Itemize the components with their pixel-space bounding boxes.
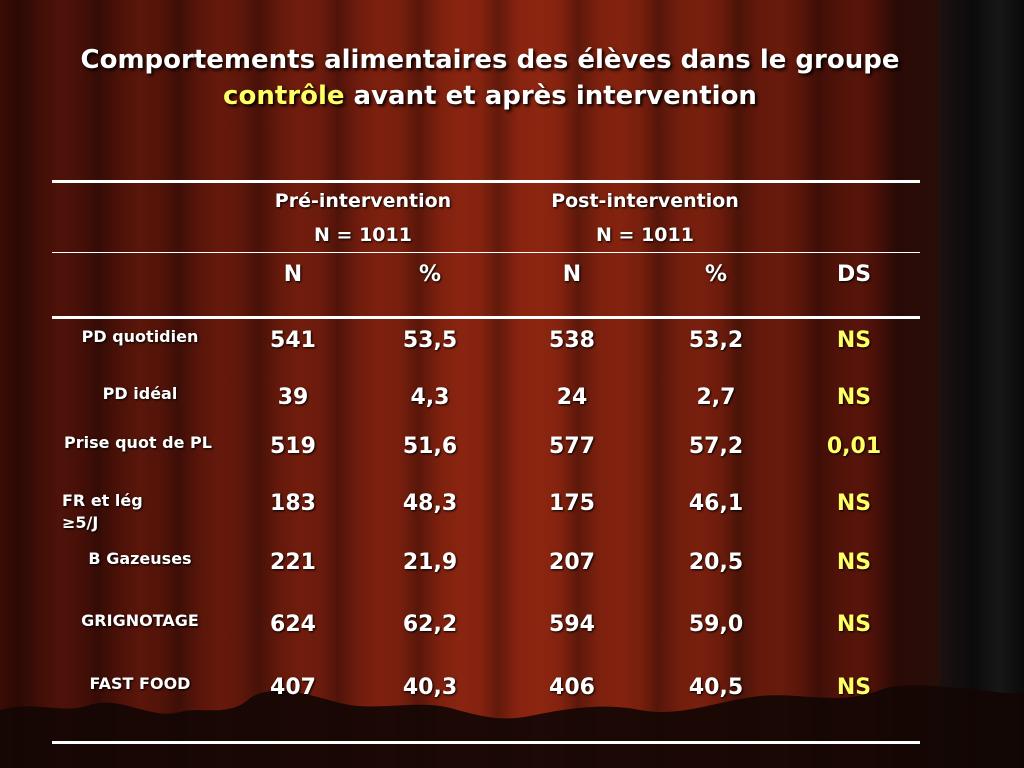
cell-n-pre: 519 <box>270 434 316 459</box>
cell-pct-pre: 40,3 <box>402 675 458 700</box>
cell-pct-post: 59,0 <box>688 612 744 637</box>
pre-intervention-n: N = 1011 <box>314 224 412 246</box>
cell-n-pre: 183 <box>270 491 316 516</box>
title-line-2-rest: avant et après intervention <box>344 81 757 111</box>
cell-pct-pre: 48,3 <box>402 491 458 516</box>
cell-n-post: 24 <box>556 385 588 410</box>
cell-n-pre: 541 <box>270 328 316 353</box>
cell-pct-post: 40,5 <box>688 675 744 700</box>
cell-pct-post: 2,7 <box>696 385 736 410</box>
cell-pct-post: 46,1 <box>688 491 744 516</box>
cell-pct-pre: 4,3 <box>410 385 450 410</box>
column-header-pct-pre: % <box>418 262 442 287</box>
row-label: PD idéal <box>102 384 178 403</box>
cell-ds: NS <box>836 328 872 353</box>
cell-pct-post: 53,2 <box>688 328 744 353</box>
cell-n-post: 538 <box>549 328 595 353</box>
title-line-2: contrôle avant et après intervention <box>60 78 920 114</box>
cell-ds: NS <box>836 491 872 516</box>
cell-n-post: 175 <box>549 491 595 516</box>
cell-pct-pre: 21,9 <box>402 550 458 575</box>
title-highlight: contrôle <box>223 81 345 111</box>
cell-n-pre: 407 <box>270 675 316 700</box>
row-label: GRIGNOTAGE <box>81 611 199 630</box>
cell-pct-pre: 62,2 <box>402 612 458 637</box>
cell-n-pre: 221 <box>270 550 316 575</box>
dark-curtain-right <box>940 0 1024 768</box>
cell-pct-pre: 53,5 <box>402 328 458 353</box>
row-label: FAST FOOD <box>89 674 191 693</box>
cell-n-pre: 624 <box>270 612 316 637</box>
row-label: B Gazeuses <box>88 549 192 568</box>
title-line-1: Comportements alimentaires des élèves da… <box>80 45 900 75</box>
cell-pct-pre: 51,6 <box>402 434 458 459</box>
pre-intervention-label: Pré-intervention <box>274 190 452 212</box>
cell-n-post: 207 <box>549 550 595 575</box>
row-label: PD quotidien <box>81 327 199 346</box>
column-header-rule <box>52 316 920 319</box>
row-label: Prise quot de PL <box>64 433 212 452</box>
cell-n-post: 406 <box>549 675 595 700</box>
cell-ds: NS <box>836 385 872 410</box>
row-label: FR et lég ≥5/J <box>62 491 143 532</box>
table-bottom-rule <box>52 741 920 744</box>
column-header-n-post: N <box>562 262 582 287</box>
table-top-rule <box>52 180 920 183</box>
cell-ds: NS <box>836 612 872 637</box>
post-intervention-label: Post-intervention <box>551 190 739 212</box>
post-intervention-n: N = 1011 <box>596 224 694 246</box>
column-header-n-pre: N <box>283 262 303 287</box>
cell-ds: NS <box>836 550 872 575</box>
cell-ds: 0,01 <box>826 434 882 459</box>
cell-n-post: 577 <box>549 434 595 459</box>
column-header-ds: DS <box>836 262 872 287</box>
slide-title: Comportements alimentaires des élèves da… <box>60 42 920 114</box>
cell-pct-post: 20,5 <box>688 550 744 575</box>
cell-ds: NS <box>836 675 872 700</box>
cell-pct-post: 57,2 <box>688 434 744 459</box>
cell-n-post: 594 <box>549 612 595 637</box>
column-header-pct-post: % <box>704 262 728 287</box>
cell-n-pre: 39 <box>277 385 309 410</box>
curtain-bottom-drape <box>0 685 1024 768</box>
header-divider <box>52 252 920 253</box>
